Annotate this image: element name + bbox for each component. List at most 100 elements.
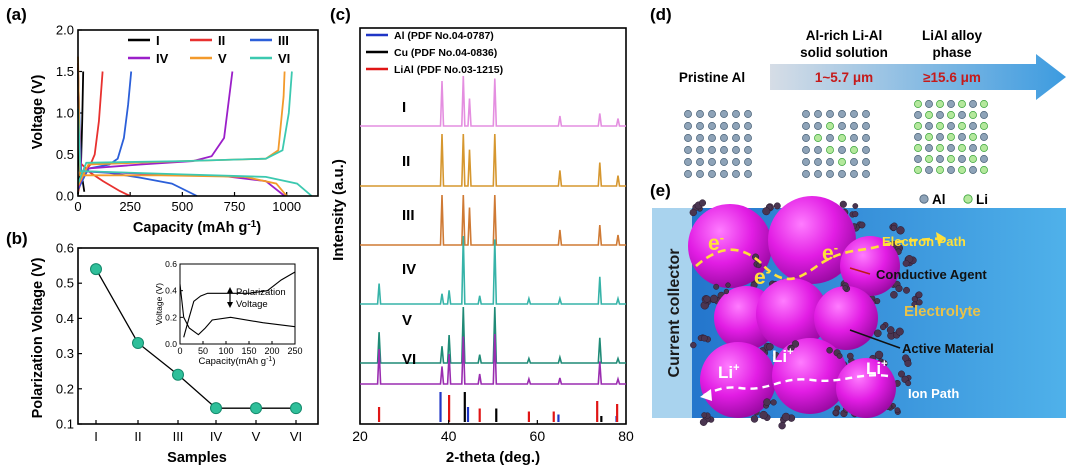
al-atom [802,134,810,142]
conductive-particle [781,412,791,422]
x-tick-label: V [252,429,261,444]
al-atom [708,146,716,154]
conductive-particle [756,262,762,269]
xrd-label-V: V [402,312,412,329]
panel-d: (d) Pristine Al Al-rich Li-Al solid solu… [650,5,1066,207]
conductive-particle [874,350,884,360]
xrd-label-IV: IV [402,261,416,278]
al-atom [980,111,988,119]
li-atom [969,111,977,119]
al-atom [802,158,810,166]
conductive-particle [873,329,882,338]
li-atom [936,166,944,174]
conductive-particle [725,282,731,288]
x-tick-label: 20 [352,428,368,444]
conductive-particle [839,200,847,208]
conductive-particle [902,259,910,267]
al-atom [826,170,834,178]
x-tick-label: III [173,429,184,444]
inset-x-tick-label: 50 [198,346,208,356]
li-atom [826,122,834,130]
stage-alloy-line1: LiAl alloy [922,28,983,43]
al-atom [826,110,834,118]
ion-path-arrowhead [700,389,712,401]
al-atom [850,122,858,130]
polarization-point-IV [210,402,222,415]
li-atom [980,122,988,130]
al-atom [914,133,922,141]
al-atom [732,170,740,178]
electrolyte-label: Electrolyte [904,303,981,320]
conductive-agent-label: Conductive Agent [876,267,987,282]
al-atom [732,134,740,142]
active-sphere [756,278,828,350]
ion-path-line [701,374,889,398]
conductive-particle [894,407,901,414]
lattices [684,100,988,178]
inset-lines [179,271,296,338]
y-tick-label: 2.0 [56,23,74,38]
inset-xlabel: Capacity(mAh g-1) [199,356,276,367]
inset-y-tick-label: 0.2 [165,312,177,322]
panel-label-d: (d) [650,5,672,24]
al-atom [838,170,846,178]
panel-b-frame [77,247,319,425]
inset-annotation-2: Voltage [236,299,268,310]
active-sphere [688,204,772,288]
panel-c-legend: Al (PDF No.04-0787) Cu (PDF No.04-0836) Li… [366,30,503,76]
active-sphere [700,342,776,418]
inset-discharge [179,283,296,336]
al-atom [744,170,752,178]
xrd-label-II: II [402,153,410,170]
al-atom [958,111,966,119]
li-ion-label-1: Li+ [718,362,740,382]
y-tick-label: 1.0 [56,106,74,121]
xrd-pattern-II [360,133,626,187]
conductive-particle [701,334,708,342]
li-ion-label-3: Li+ [866,358,888,378]
conductive-particle [886,326,895,334]
xrd-pattern-VI [360,333,626,385]
al-atom [708,134,716,142]
li-atom [914,100,922,108]
conductive-particle [895,284,903,293]
al-atom [708,170,716,178]
xrd-label-VI: VI [402,351,416,368]
al-atom [720,134,728,142]
panel-b-ylabel: Polarization Voltage (V) [30,257,46,418]
panel-c-references [377,392,619,422]
al-atom [980,133,988,141]
panel-label-c: (c) [330,5,351,24]
al-atom [696,122,704,130]
al-atom [684,122,692,130]
al-atom [744,158,752,166]
active-material-spheres [688,196,900,418]
conductive-particle [703,295,711,303]
conductive-particle [903,286,910,294]
panel-e: (e) Current collector e- e- e- Electron … [650,181,1066,430]
al-atom [969,166,977,174]
conductive-particle [723,288,730,295]
active-sphere [836,358,896,418]
active-sphere [768,196,856,284]
inset-y-tick-label: 0.6 [165,259,177,269]
al-atom [958,155,966,163]
al-atom [696,158,704,166]
panel-b: (b) 0.10.20.30.40.50.6I II III IV V VI Sample… [6,229,319,466]
x-tick-label: 40 [441,428,457,444]
li-atom [838,158,846,166]
polarization-point-V [250,402,262,415]
panel-b-data [90,263,302,415]
conductive-particle [895,327,904,336]
conductive-particle [789,345,795,351]
inset-ticks: 0 50 100 150 200 250 0.0 0.2 0.4 0.6 [165,259,302,356]
xrd-pattern-V [360,306,626,364]
xrd-label-I: I [402,99,406,116]
al-atom [744,110,752,118]
legend-label-I: I [156,33,160,48]
polarization-point-I [90,263,102,276]
li-atom [936,144,944,152]
y-tick-label: 0.6 [56,241,74,256]
